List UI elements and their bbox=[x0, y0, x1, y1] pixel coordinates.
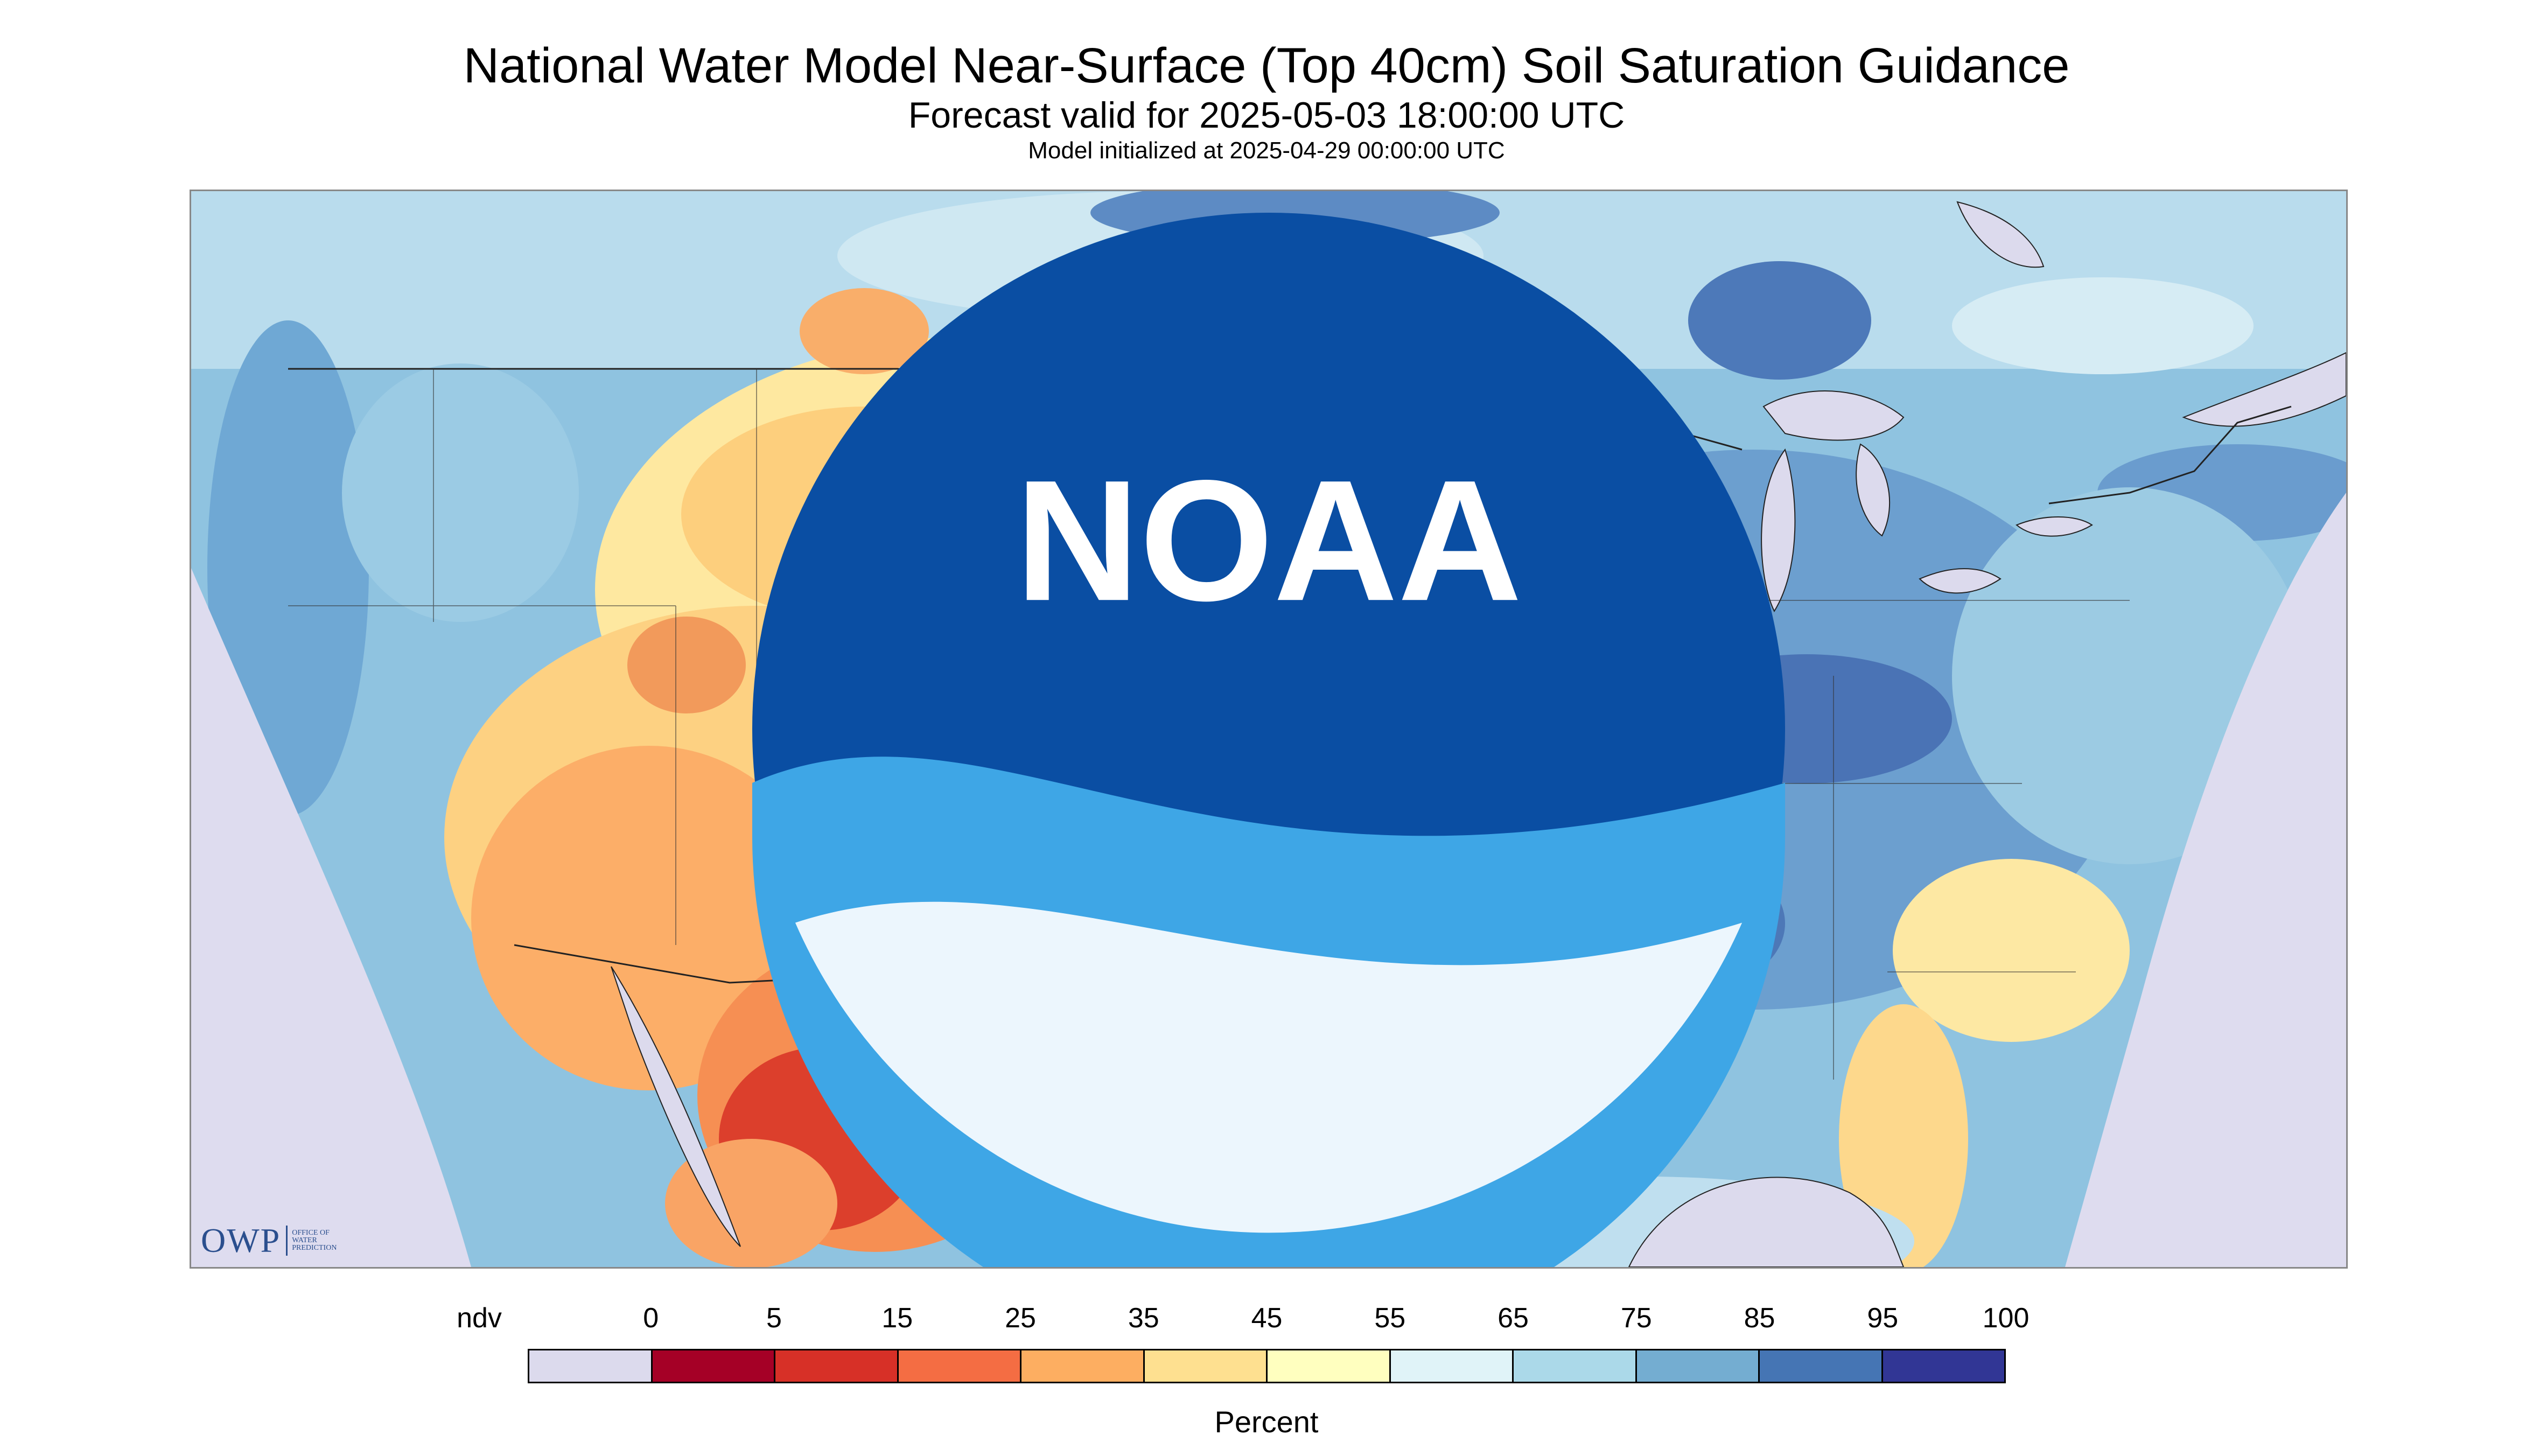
noaa-logo-icon: NOAA bbox=[752, 212, 1786, 1267]
colorbar-segment bbox=[775, 1350, 899, 1382]
colorbar-tick-label: 65 bbox=[1498, 1303, 1529, 1334]
colorbar-tick-label: 45 bbox=[1251, 1303, 1283, 1334]
gulf-of-california bbox=[611, 966, 741, 1247]
gulf-of-mexico bbox=[1628, 1177, 1905, 1267]
colorbar-tick-label: 55 bbox=[1374, 1303, 1406, 1334]
colorbar-tick-label: 35 bbox=[1128, 1303, 1159, 1334]
colorbar-label: Percent bbox=[1214, 1405, 1319, 1439]
colorbar-segment bbox=[1021, 1350, 1145, 1382]
colorbar bbox=[528, 1349, 2006, 1383]
colorbar-segment bbox=[1760, 1350, 1883, 1382]
lake-winnipeg-region bbox=[1688, 261, 1871, 380]
colorbar-tick-label: 95 bbox=[1867, 1303, 1899, 1334]
colorbar-segment bbox=[1514, 1350, 1637, 1382]
colorbar-segment bbox=[529, 1350, 653, 1382]
colorbar-tick-label: 15 bbox=[881, 1303, 913, 1334]
owp-logo: OWP OFFICE OF WATER PREDICTION bbox=[201, 1221, 337, 1261]
colorbar-segment bbox=[898, 1350, 1021, 1382]
colorbar-tick-label: 25 bbox=[1005, 1303, 1036, 1334]
hudson-bay bbox=[1956, 201, 2045, 268]
lake-superior bbox=[1762, 390, 1905, 441]
us-canada-border-east bbox=[2048, 405, 2292, 505]
water-bodies bbox=[611, 201, 2346, 1267]
owp-logo-text: OFFICE OF WATER PREDICTION bbox=[292, 1229, 337, 1252]
lake-michigan bbox=[1761, 448, 1796, 613]
model-init-text: Model initialized at 2025-04-29 00:00:00… bbox=[1028, 137, 1505, 164]
colorbar-segment bbox=[1144, 1350, 1268, 1382]
lake-huron bbox=[1856, 443, 1891, 537]
colorbar-segment bbox=[1636, 1350, 1760, 1382]
colorbar-segment bbox=[1268, 1350, 1391, 1382]
forecast-valid-subtitle: Forecast valid for 2025-05-03 18:00:00 U… bbox=[908, 95, 1625, 136]
owp-logo-mark: OWP bbox=[201, 1221, 281, 1259]
page-title: National Water Model Near-Surface (Top 4… bbox=[463, 38, 2070, 93]
colorbar-tick-label: 5 bbox=[766, 1303, 782, 1334]
colorbar-tick-label: 0 bbox=[643, 1303, 659, 1334]
lake-ontario bbox=[2016, 516, 2093, 537]
owp-logo-divider bbox=[286, 1226, 288, 1256]
soil-saturation-map[interactable]: OWP OFFICE OF WATER PREDICTION NOAA bbox=[190, 190, 2348, 1269]
lake-erie bbox=[1919, 568, 2002, 594]
gulf-of-st-lawrence bbox=[2182, 352, 2346, 427]
colorbar-tick-label: 85 bbox=[1744, 1303, 1775, 1334]
svg-text:NOAA: NOAA bbox=[1015, 444, 1522, 636]
colorbar-tick-label: ndv bbox=[457, 1303, 502, 1334]
colorbar-tick-label: 100 bbox=[1982, 1303, 2030, 1334]
colorbar-segment bbox=[1390, 1350, 1514, 1382]
colorbar-segment bbox=[652, 1350, 775, 1382]
colorbar-tick-label: 75 bbox=[1620, 1303, 1652, 1334]
colorbar-segment bbox=[1883, 1350, 2004, 1382]
